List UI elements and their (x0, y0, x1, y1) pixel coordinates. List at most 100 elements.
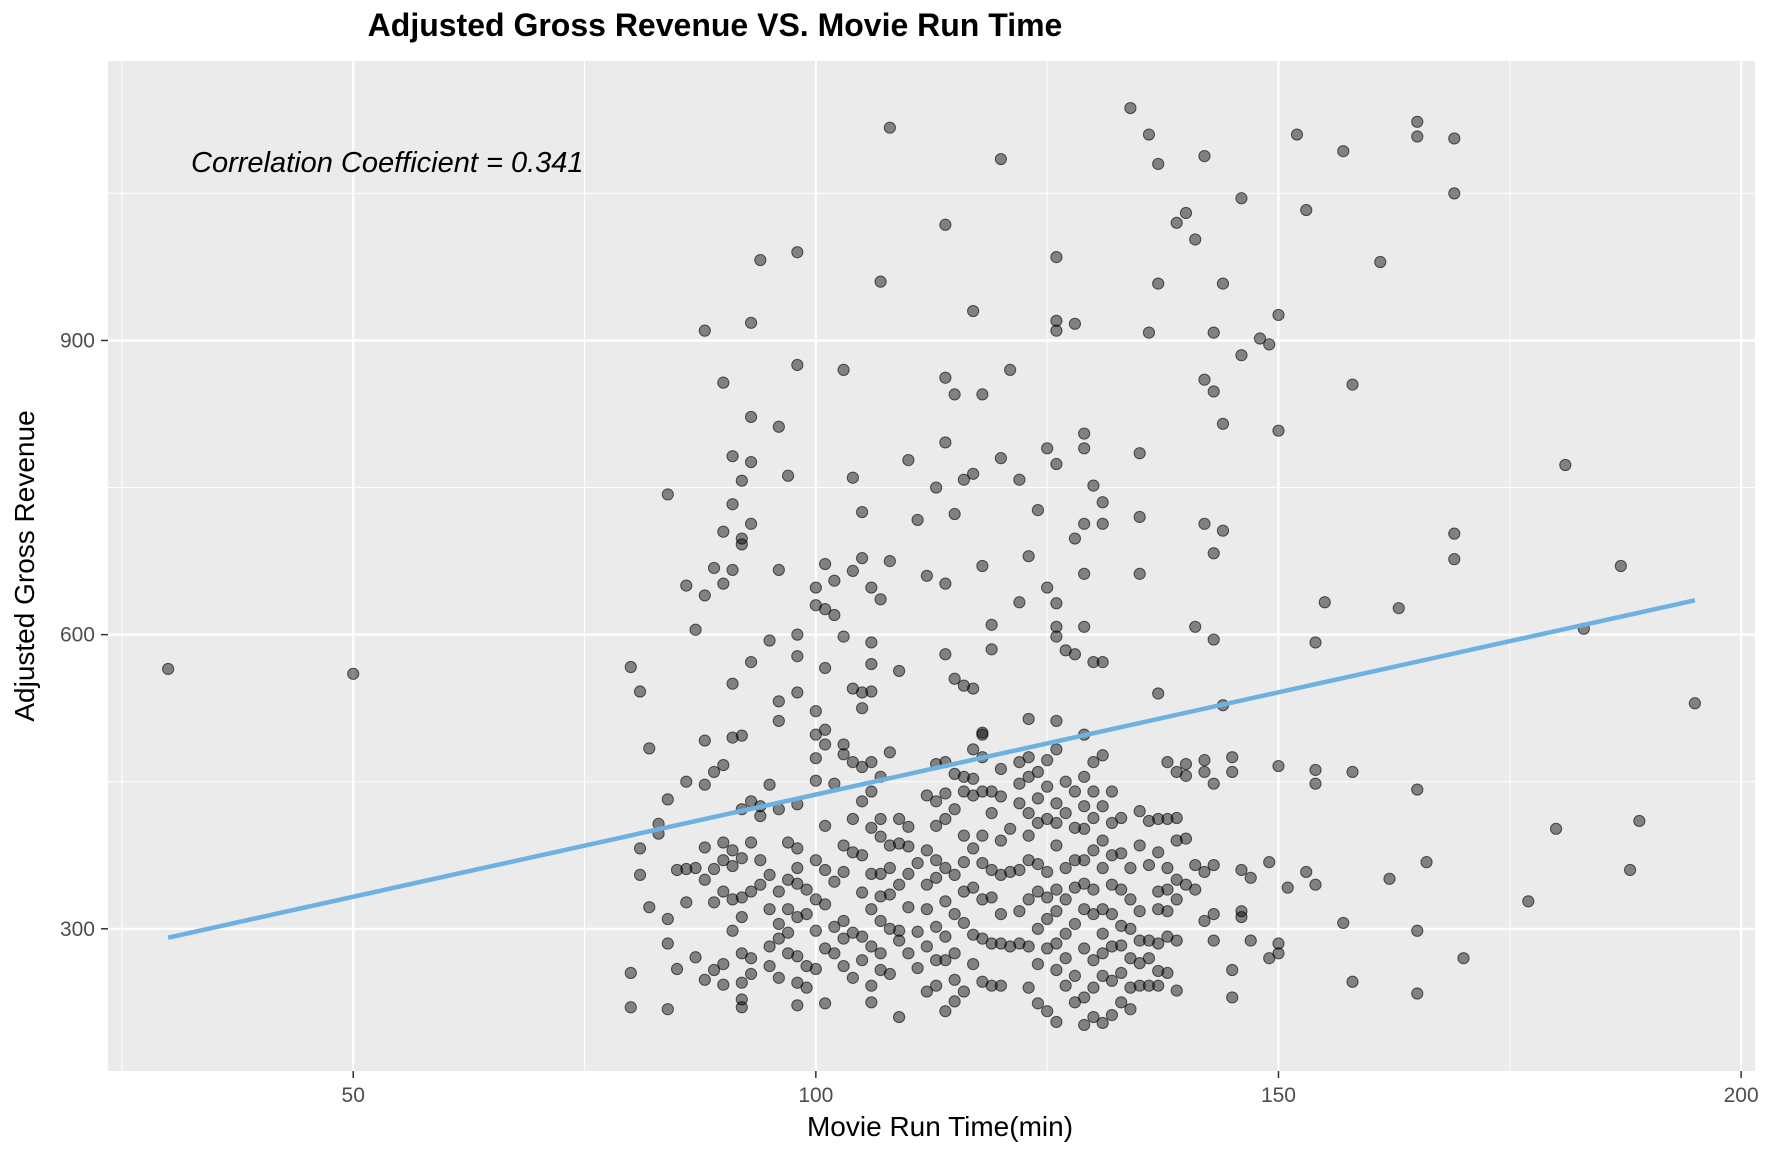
data-point (1142, 952, 1156, 965)
data-point (1152, 812, 1165, 826)
data-point (1068, 917, 1082, 931)
data-point (1078, 1018, 1091, 1032)
data-point (818, 863, 832, 877)
data-point (1161, 861, 1174, 875)
data-point (1161, 756, 1174, 769)
data-point (1041, 1005, 1054, 1018)
data-point (744, 885, 758, 898)
data-point (1078, 442, 1091, 455)
data-point (1318, 596, 1331, 609)
data-point (1448, 527, 1461, 540)
data-point (1198, 914, 1211, 928)
data-point (1207, 858, 1220, 872)
data-point (726, 450, 739, 463)
data-point (1179, 769, 1193, 782)
data-point (837, 865, 850, 879)
data-point (1152, 937, 1165, 950)
data-point (1105, 940, 1119, 953)
data-point (1031, 792, 1045, 805)
data-point (1309, 636, 1322, 649)
data-point (1087, 954, 1100, 967)
data-point (883, 554, 896, 568)
data-point (791, 686, 804, 699)
data-point (1013, 937, 1026, 950)
data-point (1031, 504, 1045, 517)
data-point (893, 934, 906, 947)
data-point (1300, 865, 1313, 879)
data-point (1013, 777, 1026, 790)
data-point (781, 926, 795, 939)
data-point (1198, 373, 1211, 386)
data-point (1133, 805, 1146, 818)
data-point (865, 821, 878, 834)
data-point (1253, 332, 1267, 345)
data-point (930, 819, 943, 832)
data-point (1050, 1015, 1063, 1029)
data-point (1226, 963, 1239, 977)
data-point (948, 672, 961, 685)
data-point (633, 685, 647, 698)
data-point (865, 636, 878, 649)
data-point (883, 839, 896, 852)
data-point (1068, 969, 1082, 982)
data-point (1087, 883, 1100, 896)
data-point (1170, 873, 1183, 886)
data-point (837, 914, 850, 928)
data-point (1133, 567, 1146, 580)
data-point (902, 947, 915, 960)
data-point (800, 908, 813, 921)
data-point (735, 474, 748, 487)
data-point (1124, 1003, 1137, 1016)
data-point (818, 557, 832, 571)
data-point (1041, 942, 1054, 955)
data-point (661, 912, 674, 926)
data-point (1161, 883, 1174, 896)
data-point (1189, 858, 1202, 872)
data-point (1087, 655, 1100, 669)
plot-panel (108, 61, 1755, 1071)
data-point (1041, 912, 1054, 926)
data-point (1105, 785, 1119, 798)
data-point (791, 950, 804, 963)
data-point (976, 785, 989, 798)
data-point (1013, 905, 1026, 918)
data-point (1096, 1016, 1109, 1030)
data-point (791, 842, 804, 855)
data-point (856, 795, 869, 808)
data-point (1272, 937, 1285, 950)
data-point (1235, 349, 1248, 362)
data-point (1179, 832, 1193, 845)
data-point (1309, 763, 1322, 777)
data-point (948, 767, 961, 780)
data-point (1152, 157, 1165, 171)
data-point (837, 932, 850, 945)
data-point (846, 812, 859, 826)
data-point (985, 937, 998, 950)
data-point (661, 937, 674, 950)
data-point (920, 903, 933, 916)
data-point (698, 324, 711, 337)
data-point (948, 507, 961, 521)
data-point (1272, 759, 1285, 773)
data-point (1068, 317, 1082, 330)
data-point (1281, 881, 1294, 894)
data-point (1216, 277, 1230, 290)
data-point (1013, 596, 1026, 609)
data-point (726, 731, 739, 744)
data-point (930, 979, 943, 992)
data-point (939, 954, 952, 967)
data-point (791, 246, 804, 259)
data-point (920, 569, 933, 582)
data-point (1623, 863, 1637, 877)
data-point (1152, 979, 1165, 992)
data-point (1133, 510, 1146, 524)
data-point (1142, 128, 1156, 141)
data-point (967, 467, 980, 480)
data-point (717, 885, 730, 898)
data-point (772, 971, 785, 984)
data-point (874, 890, 887, 903)
data-point (763, 634, 776, 647)
data-point (1050, 905, 1063, 918)
data-point (772, 563, 785, 577)
data-point (726, 893, 739, 906)
